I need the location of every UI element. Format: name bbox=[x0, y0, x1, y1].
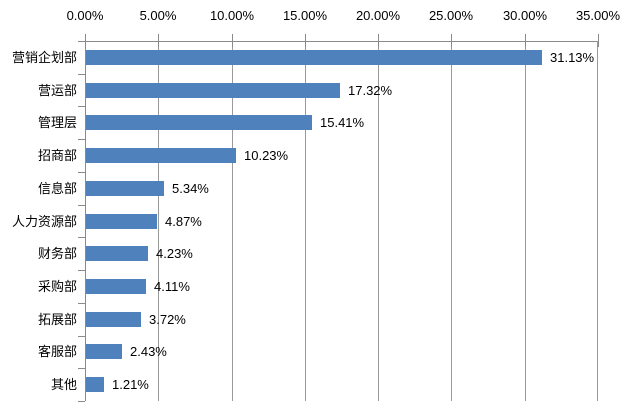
bar bbox=[86, 344, 122, 359]
y-axis-line bbox=[85, 41, 86, 401]
bar-value-label: 1.21% bbox=[112, 377, 149, 392]
y-axis-tick-mark bbox=[78, 270, 85, 271]
gridline bbox=[451, 41, 452, 401]
bar-value-label: 4.11% bbox=[154, 279, 190, 294]
bar-value-label: 10.23% bbox=[244, 148, 289, 163]
category-label: 其他 bbox=[50, 377, 77, 392]
y-axis-tick-mark bbox=[78, 139, 85, 140]
gridline bbox=[525, 41, 526, 401]
gridline bbox=[232, 41, 233, 401]
y-axis-tick-mark bbox=[78, 368, 85, 369]
bar bbox=[86, 377, 104, 392]
x-axis-tick-mark bbox=[525, 34, 526, 47]
bar-value-label: 4.23% bbox=[156, 246, 193, 261]
category-label: 管理层 bbox=[37, 115, 77, 130]
bar bbox=[86, 50, 542, 65]
bar bbox=[86, 83, 340, 98]
x-axis-tick-label: 10.00% bbox=[209, 8, 255, 23]
x-axis-tick-label: 35.00% bbox=[575, 8, 621, 23]
category-label: 采购部 bbox=[37, 279, 77, 294]
bar-value-label: 31.13% bbox=[550, 50, 595, 65]
y-axis-tick-mark bbox=[78, 237, 85, 238]
x-axis-tick-label: 15.00% bbox=[282, 8, 328, 23]
category-label: 信息部 bbox=[37, 181, 77, 196]
bar bbox=[86, 246, 148, 261]
category-label: 财务部 bbox=[37, 246, 77, 261]
x-axis-tick-mark bbox=[451, 34, 452, 47]
x-axis-tick-label: 30.00% bbox=[502, 8, 548, 23]
x-axis-tick-label: 0.00% bbox=[66, 8, 104, 23]
x-axis-tick-mark bbox=[598, 34, 599, 47]
bar bbox=[86, 115, 312, 130]
bar bbox=[86, 148, 236, 163]
x-axis-tick-mark bbox=[378, 34, 379, 47]
x-axis-tick-label: 20.00% bbox=[355, 8, 401, 23]
gridline bbox=[378, 41, 379, 401]
category-label: 人力资源部 bbox=[11, 214, 77, 229]
bar bbox=[86, 181, 164, 196]
bar bbox=[86, 312, 141, 327]
gridline bbox=[158, 41, 159, 401]
y-axis-tick-mark bbox=[78, 106, 85, 107]
bar bbox=[86, 214, 157, 229]
x-axis-tick-mark bbox=[85, 34, 86, 47]
bar bbox=[86, 279, 146, 294]
gridline bbox=[305, 41, 306, 401]
bar-value-label: 2.43% bbox=[130, 344, 167, 359]
gridline bbox=[597, 41, 598, 401]
bar-value-label: 17.32% bbox=[348, 83, 393, 98]
category-label: 拓展部 bbox=[37, 312, 77, 327]
y-axis-tick-mark bbox=[78, 172, 85, 173]
y-axis-tick-mark bbox=[78, 205, 85, 206]
x-axis-tick-mark bbox=[305, 34, 306, 47]
x-axis-tick-mark bbox=[158, 34, 159, 47]
category-label: 营销企划部 bbox=[11, 50, 77, 65]
y-axis-tick-mark bbox=[78, 401, 85, 402]
y-axis-tick-mark bbox=[78, 303, 85, 304]
x-axis-line bbox=[85, 41, 599, 42]
y-axis-tick-mark bbox=[78, 41, 85, 42]
category-label: 招商部 bbox=[37, 148, 77, 163]
category-label: 客服部 bbox=[37, 344, 77, 359]
bar-value-label: 5.34% bbox=[172, 181, 209, 196]
x-axis-tick-label: 5.00% bbox=[139, 8, 177, 23]
plot-area: 31.13% 17.32% 15.41% 10.23% 5.34% 4.87% 4.23% 4… bbox=[78, 34, 599, 402]
bar-value-label: 4.87% bbox=[165, 214, 202, 229]
y-axis-tick-mark bbox=[78, 336, 85, 337]
bar-value-label: 15.41% bbox=[320, 115, 365, 130]
x-axis-tick-mark bbox=[232, 34, 233, 47]
bar-value-label: 3.72% bbox=[149, 312, 186, 327]
x-axis-tick-label: 25.00% bbox=[428, 8, 474, 23]
category-label: 营运部 bbox=[37, 83, 77, 98]
y-axis-tick-mark bbox=[78, 74, 85, 75]
